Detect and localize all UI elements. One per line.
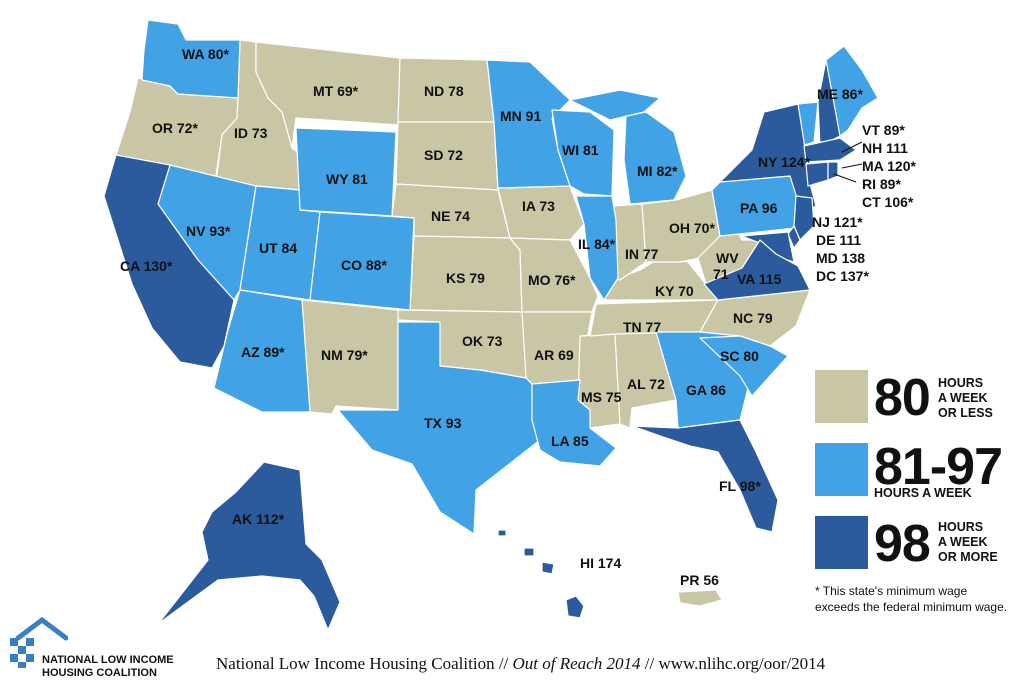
label-AZ: AZ 89* <box>241 344 285 360</box>
label-CA: CA 130* <box>120 258 173 274</box>
label-IA: IA 73 <box>522 198 555 214</box>
legend-number-81-97: 81-97 <box>874 438 1003 496</box>
state-FL <box>631 419 779 533</box>
state-labels: WA 80* OR 72* CA 130* ID 73 NV 93* MT 69… <box>120 46 917 588</box>
legend-swatch-tan <box>815 370 868 423</box>
label-RI: RI 89* <box>862 176 901 192</box>
state-WA <box>141 19 241 99</box>
nlihc-logo-icon <box>10 616 68 668</box>
legend-swatch-darkblue <box>815 516 868 569</box>
label-TN: TN 77 <box>623 319 661 335</box>
label-AR: AR 69 <box>534 347 574 363</box>
label-VT: VT 89* <box>862 122 905 138</box>
label-ND: ND 78 <box>424 83 464 99</box>
state-AK <box>157 461 341 631</box>
label-TX: TX 93 <box>424 415 462 431</box>
label-PA: PA 96 <box>740 200 778 216</box>
state-MA <box>803 137 857 163</box>
state-HI <box>565 595 585 619</box>
label-ME: ME 86* <box>817 86 863 102</box>
label-CT: CT 106* <box>862 194 914 210</box>
state-WI <box>551 109 615 197</box>
state-DE <box>787 225 801 249</box>
footer: National Low Income Housing Coalition //… <box>216 654 825 674</box>
label-NE: NE 74 <box>431 208 470 224</box>
label-WA: WA 80* <box>182 46 229 62</box>
state-CO <box>309 211 415 311</box>
label-NY: NY 124* <box>758 154 810 170</box>
state-CA <box>103 154 235 369</box>
label-MD: MD 138 <box>816 250 865 266</box>
label-KY: KY 70 <box>655 283 694 299</box>
label-IN: IN 77 <box>625 246 659 262</box>
legend-number-80: 80 <box>874 369 931 427</box>
state-NJ <box>793 195 815 241</box>
label-VA: VA 115 <box>737 271 782 287</box>
legend-number-98: 98 <box>874 515 931 573</box>
state-PR <box>677 589 723 607</box>
legend-text-80: HOURS A WEEK OR LESS <box>938 376 993 420</box>
label-OK: OK 73 <box>462 333 503 349</box>
state-HI-islands <box>497 529 555 575</box>
state-NH <box>817 59 841 147</box>
footer-org: National Low Income Housing Coalition <box>216 654 495 673</box>
label-CO: CO 88* <box>341 257 387 273</box>
label-WI: WI 81 <box>562 142 599 158</box>
label-WV-value: 71 <box>713 266 729 282</box>
label-LA: LA 85 <box>551 433 589 449</box>
legend-text-98: HOURS A WEEK OR MORE <box>938 520 998 564</box>
label-AL: AL 72 <box>627 376 665 392</box>
label-NV: NV 93* <box>186 223 231 239</box>
label-MT: MT 69* <box>313 83 359 99</box>
label-NC: NC 79 <box>733 310 773 326</box>
label-SC: SC 80 <box>720 348 759 364</box>
footer-report: Out of Reach 2014 <box>512 654 641 673</box>
state-RI <box>827 161 839 181</box>
label-NH: NH 111 <box>862 140 908 156</box>
label-OR: OR 72* <box>152 120 198 136</box>
org-name: NATIONAL LOW INCOME HOUSING COALITION <box>42 654 174 679</box>
footnote: * This state's minimum wage exceeds the … <box>815 584 1008 614</box>
legend-text-81-97: HOURS A WEEK <box>874 486 972 500</box>
label-FL: FL 98* <box>719 478 761 494</box>
footer-url[interactable]: www.nlihc.org/oor/2014 <box>658 654 826 673</box>
footer-sep-1: // <box>498 654 509 673</box>
label-DE: DE 111 <box>816 232 861 248</box>
label-NJ: NJ 121* <box>812 214 863 230</box>
label-IL: IL 84* <box>578 236 616 252</box>
label-UT: UT 84 <box>259 240 297 256</box>
label-OH: OH 70* <box>669 220 715 236</box>
leader-lines <box>833 141 863 183</box>
state-SC <box>699 335 789 397</box>
label-WY: WY 81 <box>326 171 368 187</box>
footer-sep-2: // <box>644 654 655 673</box>
state-MI <box>623 111 687 205</box>
label-MS: MS 75 <box>581 389 622 405</box>
label-NM: NM 79* <box>321 347 368 363</box>
state-TX <box>337 321 541 535</box>
label-KS: KS 79 <box>446 270 485 286</box>
label-AK: AK 112* <box>232 511 285 527</box>
label-MA: MA 120* <box>862 158 917 174</box>
state-LA <box>531 379 617 467</box>
label-GA: GA 86 <box>686 382 726 398</box>
state-VA <box>703 239 811 301</box>
label-ID: ID 73 <box>234 125 268 141</box>
label-SD: SD 72 <box>424 147 463 163</box>
label-MO: MO 76* <box>528 272 576 288</box>
state-MO <box>509 237 599 313</box>
state-MI-up <box>569 89 661 121</box>
label-MN: MN 91 <box>500 108 541 124</box>
state-IL <box>575 195 619 301</box>
label-WV: WV <box>716 250 739 266</box>
label-HI: HI 174 <box>580 555 621 571</box>
legend-swatch-lightblue <box>815 443 868 496</box>
label-PR: PR 56 <box>680 572 719 588</box>
label-DC: DC 137* <box>816 268 869 284</box>
label-MI: MI 82* <box>637 163 678 179</box>
